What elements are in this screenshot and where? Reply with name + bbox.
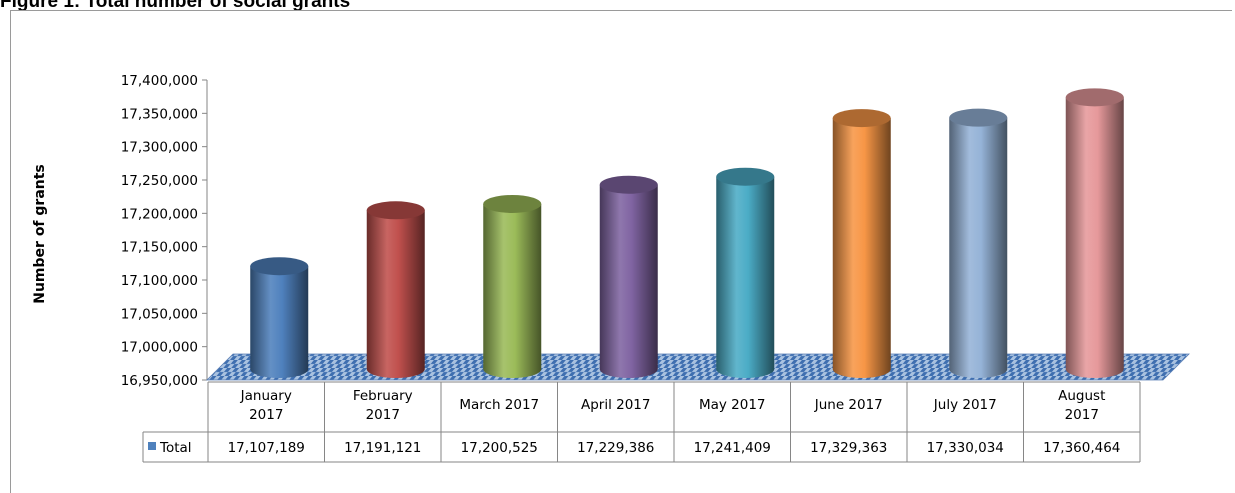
bar: [599, 175, 658, 378]
bar-body: [1065, 97, 1124, 378]
x-category-label: April 2017: [581, 397, 651, 413]
chart-floor: [206, 353, 1190, 381]
data-label: 17,241,409: [694, 440, 771, 456]
y-tick-label: 17,050,000: [121, 306, 198, 322]
x-category-label: July 2017: [933, 397, 997, 413]
bar: [949, 108, 1008, 379]
x-category-label: March 2017: [459, 397, 539, 413]
data-label: 17,200,525: [461, 440, 538, 456]
bars: [250, 88, 1124, 379]
chart-frame-top: [10, 10, 1232, 11]
bar-body: [483, 203, 542, 378]
bar: [366, 201, 425, 378]
x-category-label: June 2017: [814, 397, 883, 413]
x-category-label: February: [353, 388, 413, 404]
bar-top: [1065, 88, 1124, 107]
legend-swatch: [148, 442, 156, 450]
bar-top: [716, 167, 775, 186]
data-table: January 2017 17,107,189 February 2017 17,191,…: [142, 381, 1141, 463]
bar-top: [832, 109, 891, 128]
bar: [716, 167, 775, 378]
y-tick-label: 17,200,000: [121, 206, 198, 222]
x-category-label: May 2017: [699, 397, 766, 413]
bar: [832, 109, 891, 378]
y-tick-label: 17,100,000: [121, 273, 198, 289]
data-label: 17,229,386: [577, 440, 654, 456]
x-category-label: August: [1058, 388, 1105, 404]
y-tick-label: 17,000,000: [121, 340, 198, 356]
x-category-label: January: [240, 388, 292, 404]
bar-body: [716, 176, 775, 378]
x-category-label: 2017: [366, 407, 400, 423]
data-label: 17,107,189: [228, 440, 305, 456]
bar-top: [366, 201, 425, 220]
data-label: 17,330,034: [927, 440, 1004, 456]
data-label: 17,191,121: [344, 440, 421, 456]
y-axis: 16,950,000 17,000,000 17,050,000 17,100,000…: [121, 73, 208, 389]
bar-top: [599, 175, 658, 194]
chart-floor-plane: [206, 353, 1190, 381]
legend-label: Total: [159, 440, 192, 456]
x-category-label: 2017: [249, 407, 283, 423]
bar-body: [832, 118, 891, 378]
bar-top: [250, 257, 309, 276]
y-tick-label: 17,300,000: [121, 140, 198, 156]
data-label: 17,360,464: [1043, 440, 1120, 456]
bar-body: [599, 184, 658, 378]
data-label: 17,329,363: [810, 440, 887, 456]
bar-top: [483, 194, 542, 213]
bar-top: [949, 108, 1008, 127]
y-tick-label: 17,400,000: [121, 73, 198, 89]
bar: [1065, 88, 1124, 378]
y-tick-label: 17,150,000: [121, 240, 198, 256]
y-axis-label: Number of grants: [32, 164, 48, 304]
bar: [250, 257, 309, 378]
bar-body: [366, 210, 425, 378]
bar-body: [949, 117, 1008, 379]
bar-body: [250, 266, 309, 378]
y-tick-label: 17,350,000: [121, 106, 198, 122]
chart-frame-left: [10, 10, 11, 493]
y-tick-label: 17,250,000: [121, 173, 198, 189]
figure-title: Figure 1: Total number of social grants: [0, 0, 351, 12]
x-category-label: 2017: [1065, 407, 1099, 423]
bar: [483, 194, 542, 378]
y-tick-label: 16,950,000: [121, 373, 198, 389]
